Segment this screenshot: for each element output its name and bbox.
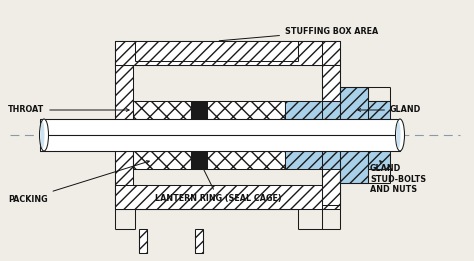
Ellipse shape	[39, 119, 48, 151]
Bar	[191, 101, 207, 119]
Bar	[115, 151, 133, 209]
Text: THROAT: THROAT	[8, 105, 129, 115]
Bar	[368, 151, 390, 169]
Text: STUFFING BOX AREA: STUFFING BOX AREA	[219, 27, 378, 41]
Bar	[133, 151, 191, 169]
Bar	[340, 87, 368, 119]
Bar	[40, 135, 400, 151]
Bar	[115, 61, 340, 65]
Bar	[191, 151, 207, 169]
Ellipse shape	[395, 119, 404, 151]
Bar	[285, 151, 340, 169]
Text: GLAND: GLAND	[358, 105, 421, 115]
Bar	[207, 101, 285, 119]
Text: PACKING: PACKING	[8, 161, 149, 204]
Bar	[133, 101, 191, 119]
Bar	[135, 41, 298, 61]
Bar	[368, 101, 390, 119]
Text: LANTERN RING (SEAL CAGE): LANTERN RING (SEAL CAGE)	[155, 163, 282, 204]
Bar	[115, 41, 340, 65]
Ellipse shape	[396, 122, 401, 149]
Bar	[135, 189, 298, 209]
Bar	[340, 151, 368, 183]
Bar	[40, 119, 400, 135]
Bar	[285, 101, 340, 119]
Bar	[322, 65, 340, 119]
Bar	[115, 185, 340, 209]
Bar	[207, 151, 285, 169]
Bar	[322, 151, 340, 205]
Text: GLAND
STUD-BOLTS
AND NUTS: GLAND STUD-BOLTS AND NUTS	[370, 161, 426, 194]
Bar	[139, 229, 147, 253]
Bar	[115, 61, 133, 119]
Bar	[195, 229, 203, 253]
Ellipse shape	[40, 122, 45, 149]
